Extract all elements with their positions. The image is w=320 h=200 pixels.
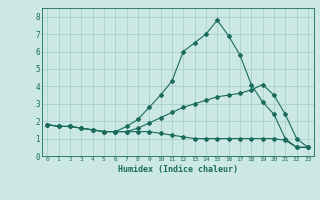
X-axis label: Humidex (Indice chaleur): Humidex (Indice chaleur): [118, 165, 237, 174]
